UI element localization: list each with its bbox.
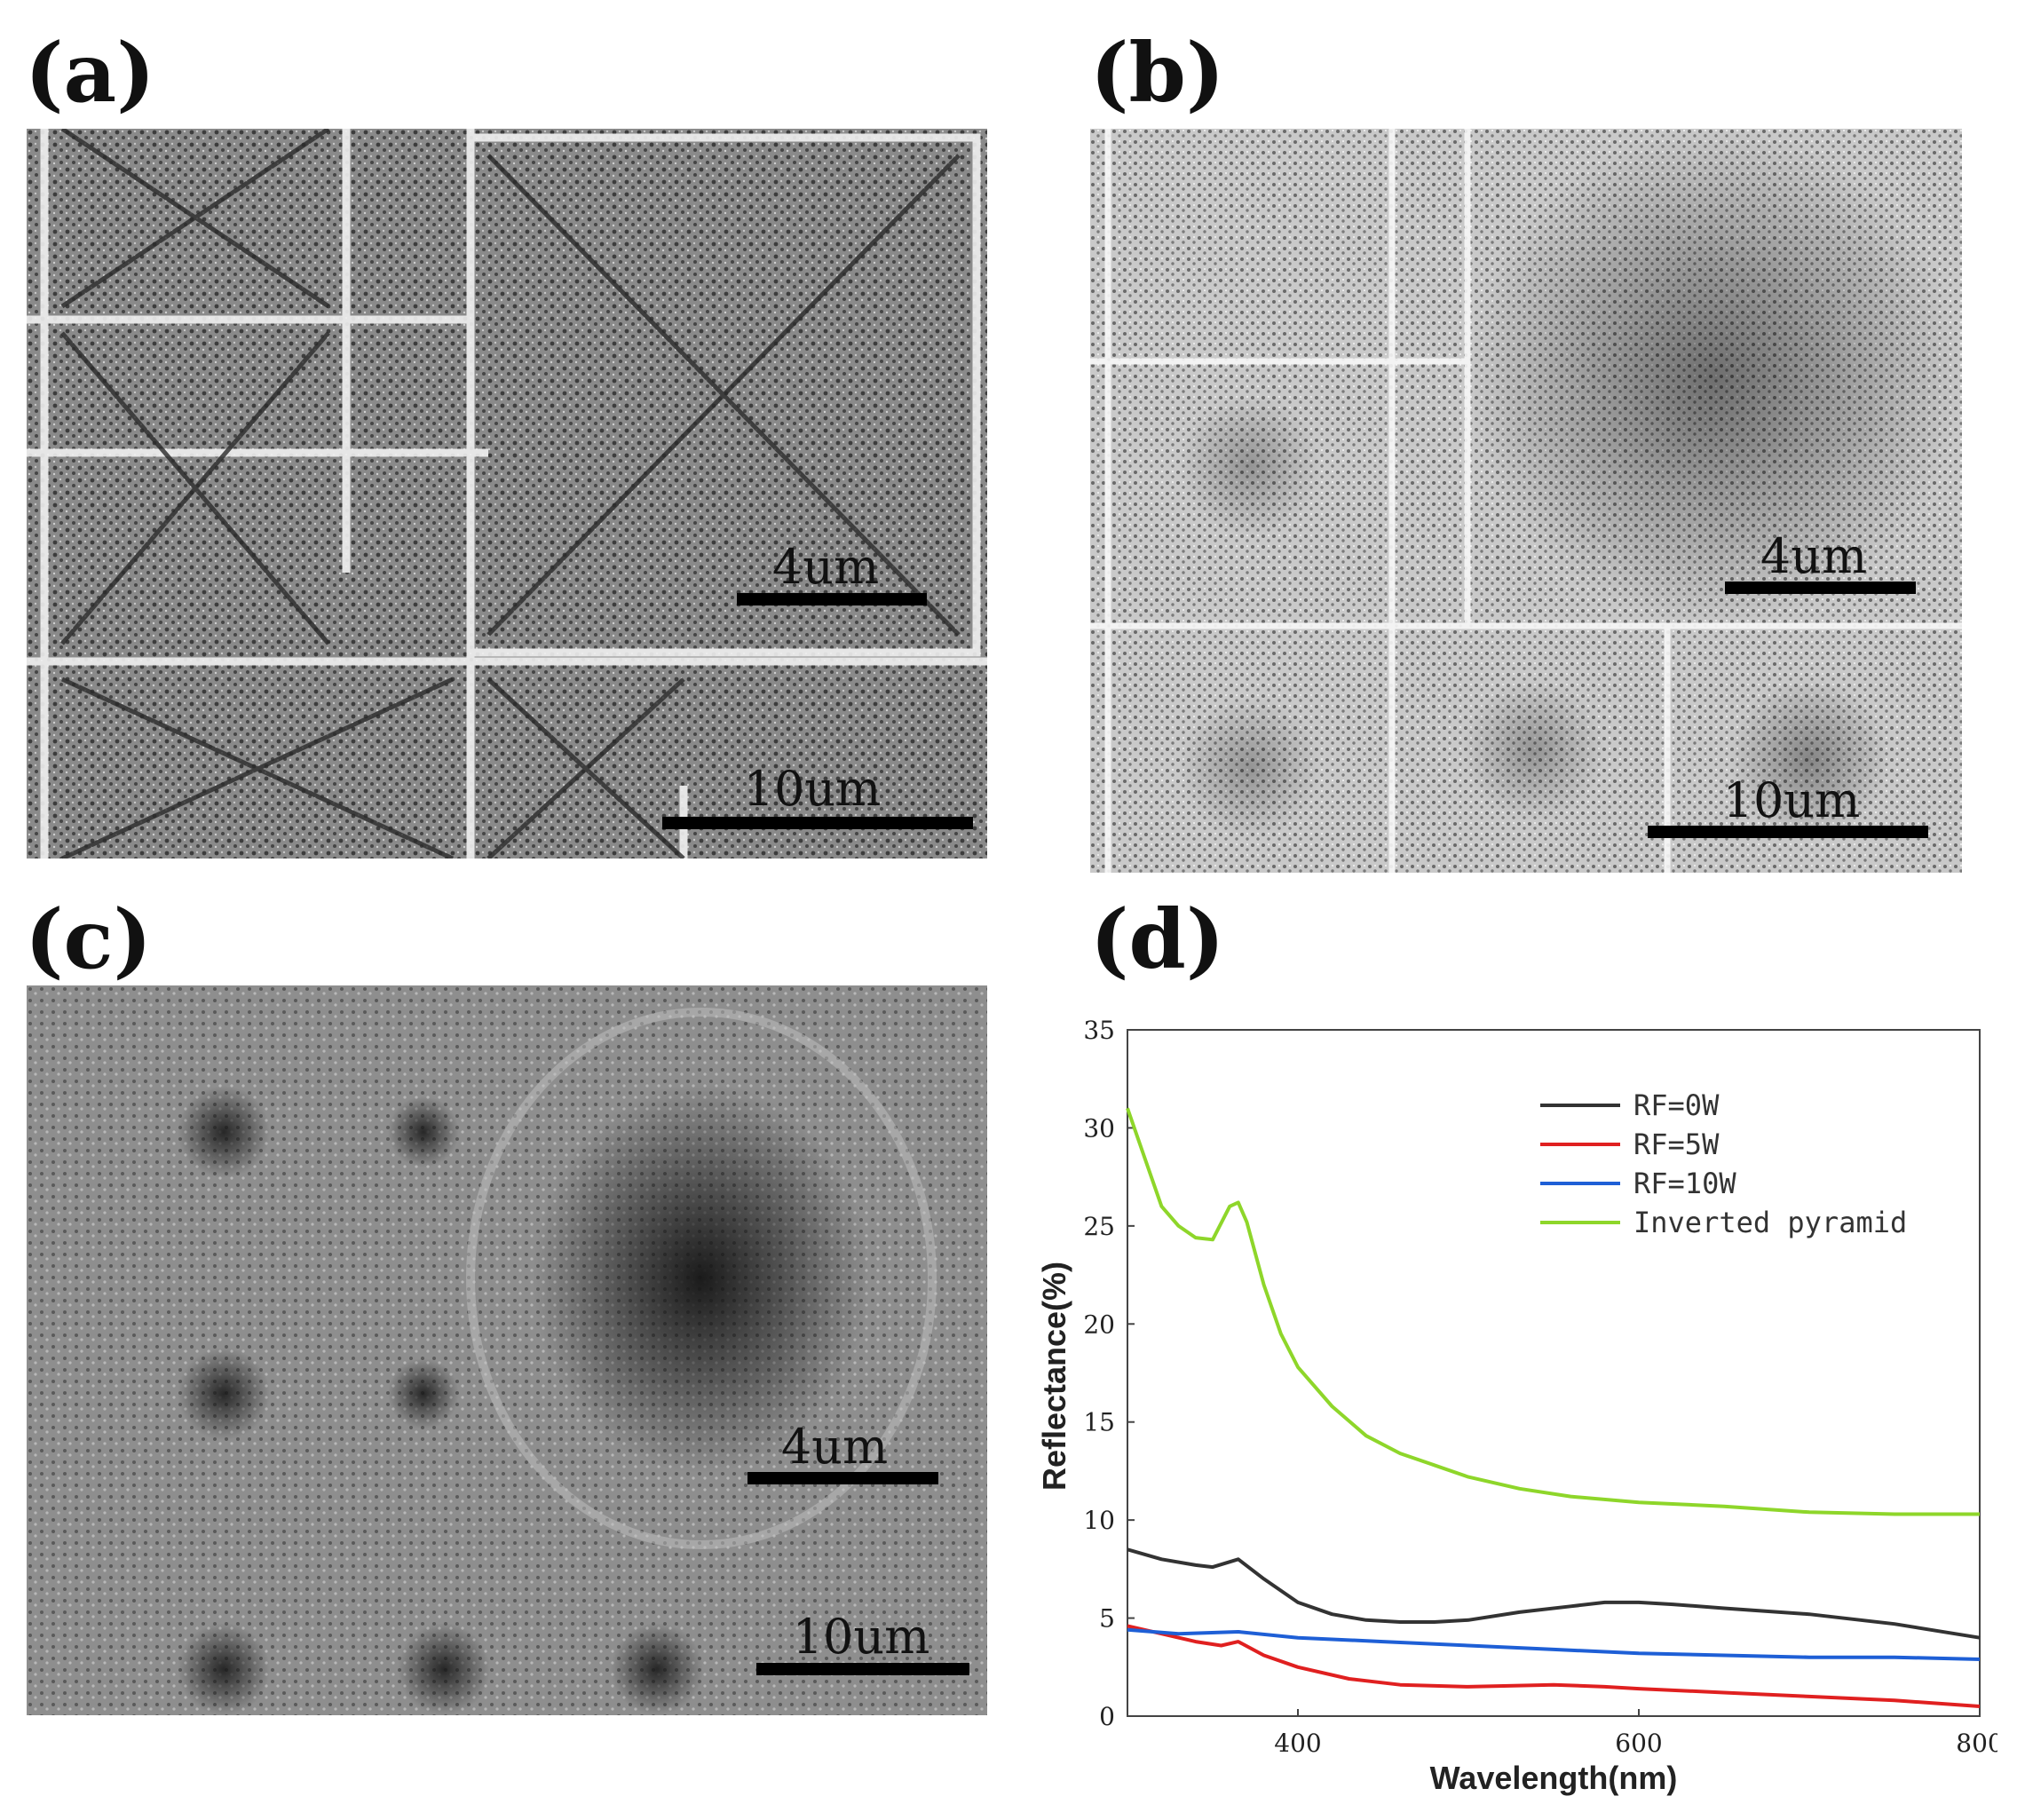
legend-label: Inverted pyramid: [1633, 1206, 1907, 1239]
scalebar-label-10um-a: 10um: [744, 761, 882, 817]
series-line-rf-0w: [1127, 1547, 1981, 1640]
scalebar-10um-a: 10um: [662, 761, 973, 829]
axis-ticks: 400 600 800 0 5 10 15 20 25 30 35: [1083, 1016, 1997, 1758]
series-line-inverted-pyramid: [1126, 1107, 1980, 1516]
sem-image-b: 4um 10um: [1090, 129, 1962, 873]
y-tick-label: 0: [1099, 1702, 1115, 1731]
scalebar-label-10um-c: 10um: [793, 1609, 930, 1665]
panel-label-d: (d): [1090, 891, 1225, 987]
legend: RF=0W RF=5W RF=10W Inverted pyramid: [1540, 1088, 1907, 1239]
scalebar-4um-a: 4um: [737, 539, 927, 605]
legend-label: RF=5W: [1633, 1128, 1720, 1161]
scalebar-label-4um-c: 4um: [781, 1419, 888, 1475]
x-tick-label: 400: [1274, 1729, 1321, 1758]
y-axis-title: Reflectance(%): [1036, 1262, 1072, 1491]
series-line-rf-5w: [1127, 1624, 1981, 1708]
panel-label-a: (a): [25, 25, 155, 121]
scalebar-10um-c: 10um: [756, 1609, 969, 1675]
panel-label-b: (b): [1090, 25, 1225, 121]
scalebar-4um-c: 4um: [747, 1419, 938, 1484]
y-tick-label: 35: [1083, 1016, 1115, 1045]
scalebar-label-4um-a: 4um: [772, 539, 879, 595]
sem-image-a: 4um 10um: [27, 129, 987, 859]
panel-label-c: (c): [25, 891, 153, 987]
reflectance-chart: 400 600 800 0 5 10 15 20 25 30 35 RF=0W RF=5W RF=10W…: [1036, 1016, 1997, 1796]
y-tick-label: 20: [1083, 1310, 1115, 1339]
series-lines: [1126, 1107, 1981, 1708]
x-tick-label: 800: [1956, 1729, 1997, 1758]
y-tick-label: 5: [1099, 1604, 1115, 1634]
y-tick-label: 25: [1083, 1212, 1115, 1241]
series-line-rf-10w: [1127, 1627, 1981, 1661]
scalebar-label-10um-b: 10um: [1723, 772, 1861, 828]
x-axis-title: Wavelength(nm): [1430, 1760, 1678, 1796]
legend-label: RF=0W: [1633, 1088, 1720, 1122]
y-tick-label: 30: [1083, 1113, 1115, 1143]
legend-label: RF=10W: [1633, 1167, 1736, 1200]
y-tick-label: 10: [1083, 1506, 1115, 1535]
y-tick-label: 15: [1083, 1408, 1115, 1437]
scalebar-4um-b: 4um: [1725, 528, 1916, 594]
x-tick-label: 600: [1615, 1729, 1662, 1758]
scalebar-label-4um-b: 4um: [1760, 528, 1867, 584]
sem-image-c: 4um 10um: [27, 985, 987, 1715]
plot-frame: [1127, 1029, 1981, 1717]
scalebar-10um-b: 10um: [1648, 772, 1928, 838]
